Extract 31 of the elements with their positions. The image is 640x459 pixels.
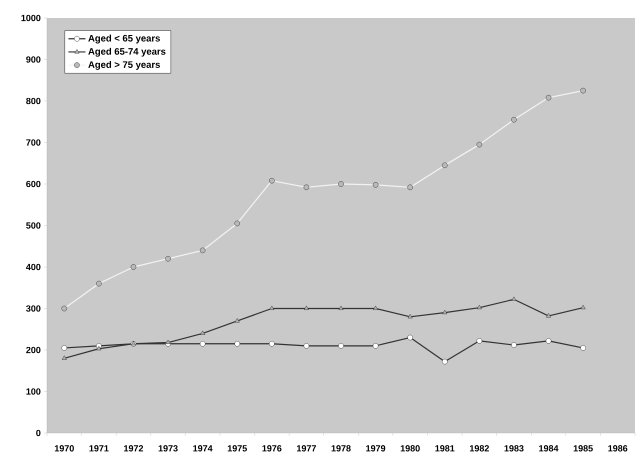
x-tick-label: 1981 — [435, 445, 454, 452]
x-tick-label: 1984 — [539, 445, 558, 452]
y-tick-label: 200 — [26, 346, 40, 354]
x-tick-label: 1980 — [400, 445, 420, 452]
y-tick-label: 700 — [26, 139, 40, 146]
y-tick-label: 600 — [26, 180, 40, 188]
x-tick-label: 1972 — [124, 445, 144, 452]
y-tick-label: 300 — [26, 305, 40, 312]
x-tick-label: 1974 — [193, 445, 213, 452]
x-tick-label: 1979 — [366, 445, 386, 452]
x-tick-label: 1977 — [297, 445, 316, 452]
y-tick-label: 0 — [36, 430, 40, 436]
y-tick-label: 800 — [26, 98, 40, 104]
x-tick-label: 1973 — [158, 445, 178, 452]
x-tick-label: 1985 — [574, 445, 593, 452]
x-tick-label: 1971 — [89, 445, 109, 452]
legend-label: Aged > 75 years — [88, 61, 160, 70]
x-tick-label: 1978 — [332, 445, 351, 452]
x-tick-label: 1986 — [608, 445, 628, 452]
x-tick-label: 1975 — [228, 445, 247, 452]
x-tick-label: 1982 — [470, 445, 489, 452]
x-tick-label: 1983 — [504, 445, 524, 452]
y-tick-label: 1000 — [21, 14, 40, 22]
x-tick-label: 1976 — [262, 445, 282, 452]
y-tick-label: 500 — [26, 222, 40, 229]
legend-label: Aged < 65 years — [88, 34, 160, 44]
y-tick-label: 900 — [26, 56, 40, 63]
x-tick-label: 1970 — [54, 445, 74, 452]
y-tick-label: 100 — [26, 388, 40, 395]
y-tick-label: 400 — [26, 264, 40, 270]
legend-label: Aged 65-74 years — [88, 48, 166, 57]
